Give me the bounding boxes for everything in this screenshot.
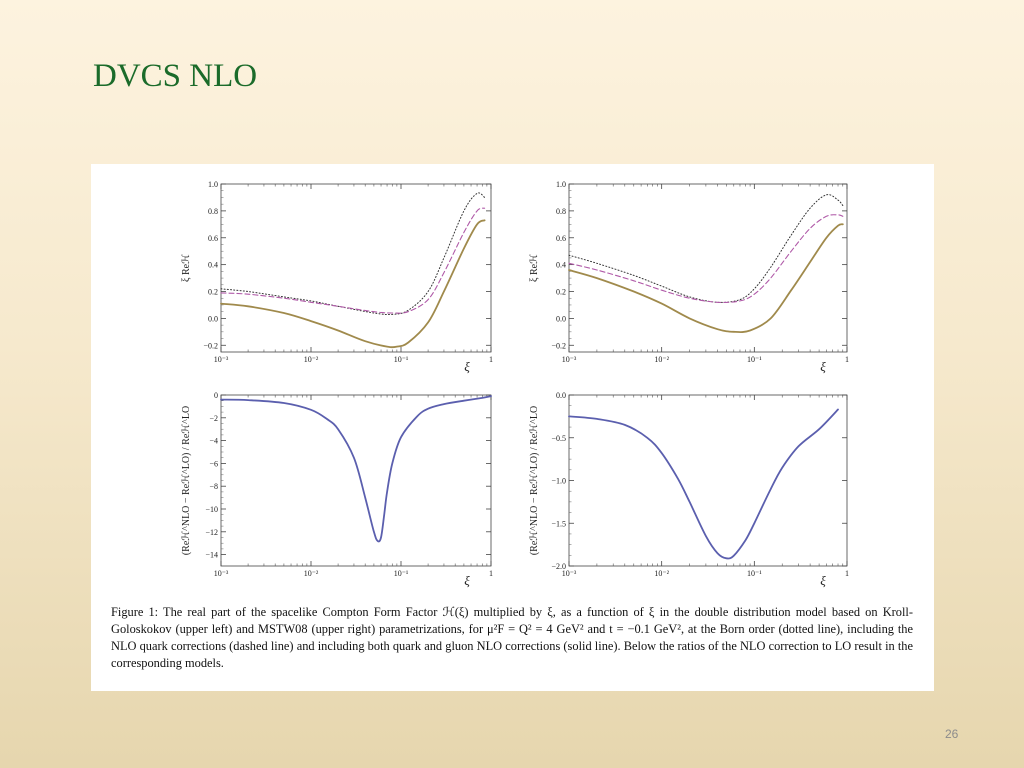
x-axis-label: ξ: [820, 359, 826, 374]
y-tick-label: 0.2: [556, 288, 566, 297]
y-tick-label: 1.0: [556, 180, 566, 189]
x-tick-label: 10⁻¹: [747, 569, 762, 578]
y-tick-label: −14: [205, 551, 218, 560]
x-tick-label: 1: [845, 355, 849, 364]
y-tick-label: 0.4: [556, 261, 566, 270]
plot-frame: [220, 394, 492, 567]
y-axis-label: (Reℋ^NLO − Reℋ^LO) / Reℋ^LO: [529, 406, 540, 555]
x-tick-label: 1: [489, 569, 493, 578]
slide-number: 26: [945, 727, 959, 741]
x-tick-label: 10⁻²: [304, 569, 319, 578]
slide-title: DVCS NLO: [93, 58, 258, 94]
y-tick-label: 0.6: [556, 234, 566, 243]
series-line-solid: [220, 219, 486, 349]
series-line-solid: [220, 395, 492, 543]
y-tick-label: −0.2: [551, 341, 566, 350]
figure-plots: 10⁻³ 10⁻² 10⁻¹ 1 ξ −0.2 0.0 0.2 0.4 0.6 0.8 1.0 ξ Re…: [181, 180, 849, 588]
plot-frame: [220, 183, 492, 353]
x-axis-label: ξ: [820, 573, 826, 588]
x-tick-label: 10⁻³: [214, 355, 229, 364]
y-tick-label: 0.0: [208, 314, 218, 323]
y-tick-label: −1.5: [551, 519, 566, 528]
y-tick-label: 0.8: [556, 207, 566, 216]
y-tick-label: −2.0: [551, 562, 566, 571]
series-line-dotted: [220, 192, 486, 316]
x-tick-label: 10⁻³: [562, 355, 577, 364]
y-tick-label: −1.0: [551, 477, 566, 486]
x-axis-label: ξ: [464, 573, 470, 588]
series-line-dotted: [568, 194, 844, 303]
x-axis-label: ξ: [464, 359, 470, 374]
y-axis-label: ξ Reℋ: [181, 254, 192, 282]
y-tick-label: 0.4: [208, 261, 218, 270]
x-tick-label: 10⁻²: [654, 569, 669, 578]
y-tick-label: −8: [209, 482, 218, 491]
series-line-solid: [568, 223, 844, 334]
y-tick-label: 0.0: [556, 391, 566, 400]
x-tick-label: 1: [845, 569, 849, 578]
y-tick-label: −4: [209, 437, 218, 446]
chart-upper-left: 10⁻³ 10⁻² 10⁻¹ 1 ξ −0.2 0.0 0.2 0.4 0.6 0.8 1.0 ξ Re…: [181, 180, 493, 374]
y-tick-label: −6: [209, 459, 218, 468]
x-tick-label: 10⁻³: [562, 569, 577, 578]
y-axis-label: ξ Reℋ: [529, 254, 540, 282]
chart-lower-left: 10⁻³ 10⁻² 10⁻¹ 1 ξ −14 −12 −10 −8 −6 −4 −2 0 (Reℋ^NLO…: [181, 391, 493, 588]
x-tick-label: 10⁻¹: [394, 355, 409, 364]
series-line-solid: [568, 408, 839, 560]
y-tick-label: −12: [205, 528, 218, 537]
x-tick-label: 10⁻²: [654, 355, 669, 364]
x-tick-label: 10⁻²: [304, 355, 319, 364]
y-tick-label: 1.0: [208, 180, 218, 189]
y-tick-label: 0.0: [556, 314, 566, 323]
y-tick-label: 0.2: [208, 288, 218, 297]
y-tick-label: −2: [209, 414, 218, 423]
y-axis-label: (Reℋ^NLO − Reℋ^LO) / Reℋ^LO: [181, 406, 192, 555]
series-line-dashed: [568, 214, 844, 303]
y-tick-label: 0.8: [208, 207, 218, 216]
x-tick-label: 10⁻³: [214, 569, 229, 578]
chart-lower-right: 10⁻³ 10⁻² 10⁻¹ 1 ξ −2.0 −1.5 −1.0 −0.5 0.0 (Reℋ^NL…: [529, 391, 849, 588]
x-tick-label: 10⁻¹: [394, 569, 409, 578]
figure-caption: Figure 1: The real part of the spacelike…: [111, 605, 913, 670]
figure-panel: 10⁻³ 10⁻² 10⁻¹ 1 ξ −0.2 0.0 0.2 0.4 0.6 0.8 1.0 ξ Re…: [91, 164, 934, 691]
x-tick-label: 10⁻¹: [747, 355, 762, 364]
y-tick-label: −0.2: [203, 341, 218, 350]
y-tick-label: −0.5: [551, 434, 566, 443]
chart-upper-right: 10⁻³ 10⁻² 10⁻¹ 1 ξ −0.2 0.0 0.2 0.4 0.6 0.8 1.0 ξ Re…: [529, 180, 849, 374]
y-tick-label: 0.6: [208, 234, 218, 243]
plot-frame: [568, 183, 848, 353]
series-line-dashed: [220, 207, 486, 314]
x-tick-label: 1: [489, 355, 493, 364]
y-tick-label: −10: [205, 505, 218, 514]
y-tick-label: 0: [214, 391, 218, 400]
